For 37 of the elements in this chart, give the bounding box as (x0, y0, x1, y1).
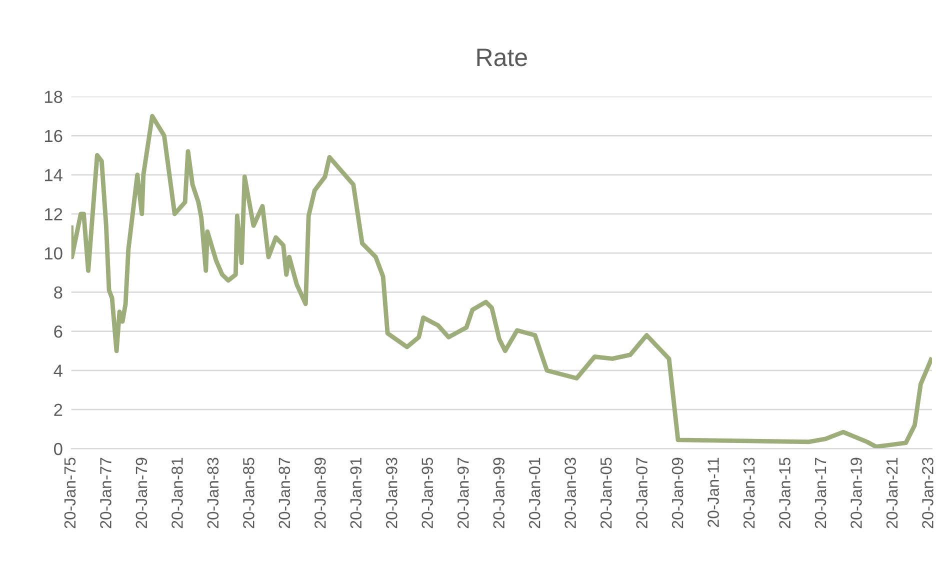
x-tick-label: 20-Jan-13 (743, 458, 755, 528)
chart-title: Rate (477, 48, 527, 66)
x-tick-label: 20-Jan-91 (350, 458, 362, 528)
x-tick-label: 20-Jan-07 (636, 458, 648, 528)
x-tick-label: 20-Jan-75 (64, 458, 76, 528)
y-tick-label: 10 (45, 247, 62, 260)
y-tick-label: 4 (54, 364, 62, 377)
x-tick-label: 20-Jan-95 (422, 458, 434, 528)
x-tick-label: 20-Jan-01 (528, 458, 540, 528)
x-tick-label: 20-Jan-93 (386, 458, 398, 528)
x-tick-label: 20-Jan-79 (136, 458, 148, 528)
x-tick-label: 20-Jan-99 (493, 458, 504, 528)
y-tick-label: 8 (54, 286, 62, 299)
x-tick-label: 20-Jan-23 (922, 458, 934, 528)
x-tick-label: 20-Jan-15 (779, 458, 790, 528)
x-tick-label: 20-Jan-17 (814, 458, 826, 528)
line-series (71, 114, 932, 449)
x-tick-label: 20-Jan-87 (278, 458, 290, 528)
x-tick-label: 20-Jan-77 (100, 458, 112, 528)
x-tick-label: 20-Jan-85 (243, 458, 254, 528)
y-tick-label: 2 (54, 404, 62, 416)
x-tick-label: 20-Jan-89 (314, 458, 326, 528)
x-tick-label: 20-Jan-19 (850, 458, 862, 528)
x-tick-label: 20-Jan-83 (207, 458, 219, 528)
x-tick-label: 20-Jan-81 (172, 458, 183, 528)
x-tick-label: 20-Jan-11 (708, 458, 719, 527)
x-tick-label: 20-Jan-05 (600, 458, 612, 528)
x-tick-label: 20-Jan-21 (886, 458, 898, 528)
y-tick-label: 0 (54, 442, 62, 456)
x-tick-label: 20-Jan-09 (672, 458, 684, 528)
y-tick-label: 12 (45, 208, 62, 220)
y-tick-label: 18 (45, 90, 62, 104)
x-tick-label: 20-Jan-97 (457, 458, 469, 528)
x-tick-label: 20-Jan-03 (564, 458, 576, 528)
y-tick-label: 16 (45, 130, 62, 142)
y-tick-label: 6 (54, 326, 62, 338)
y-tick-label: 14 (45, 169, 62, 182)
